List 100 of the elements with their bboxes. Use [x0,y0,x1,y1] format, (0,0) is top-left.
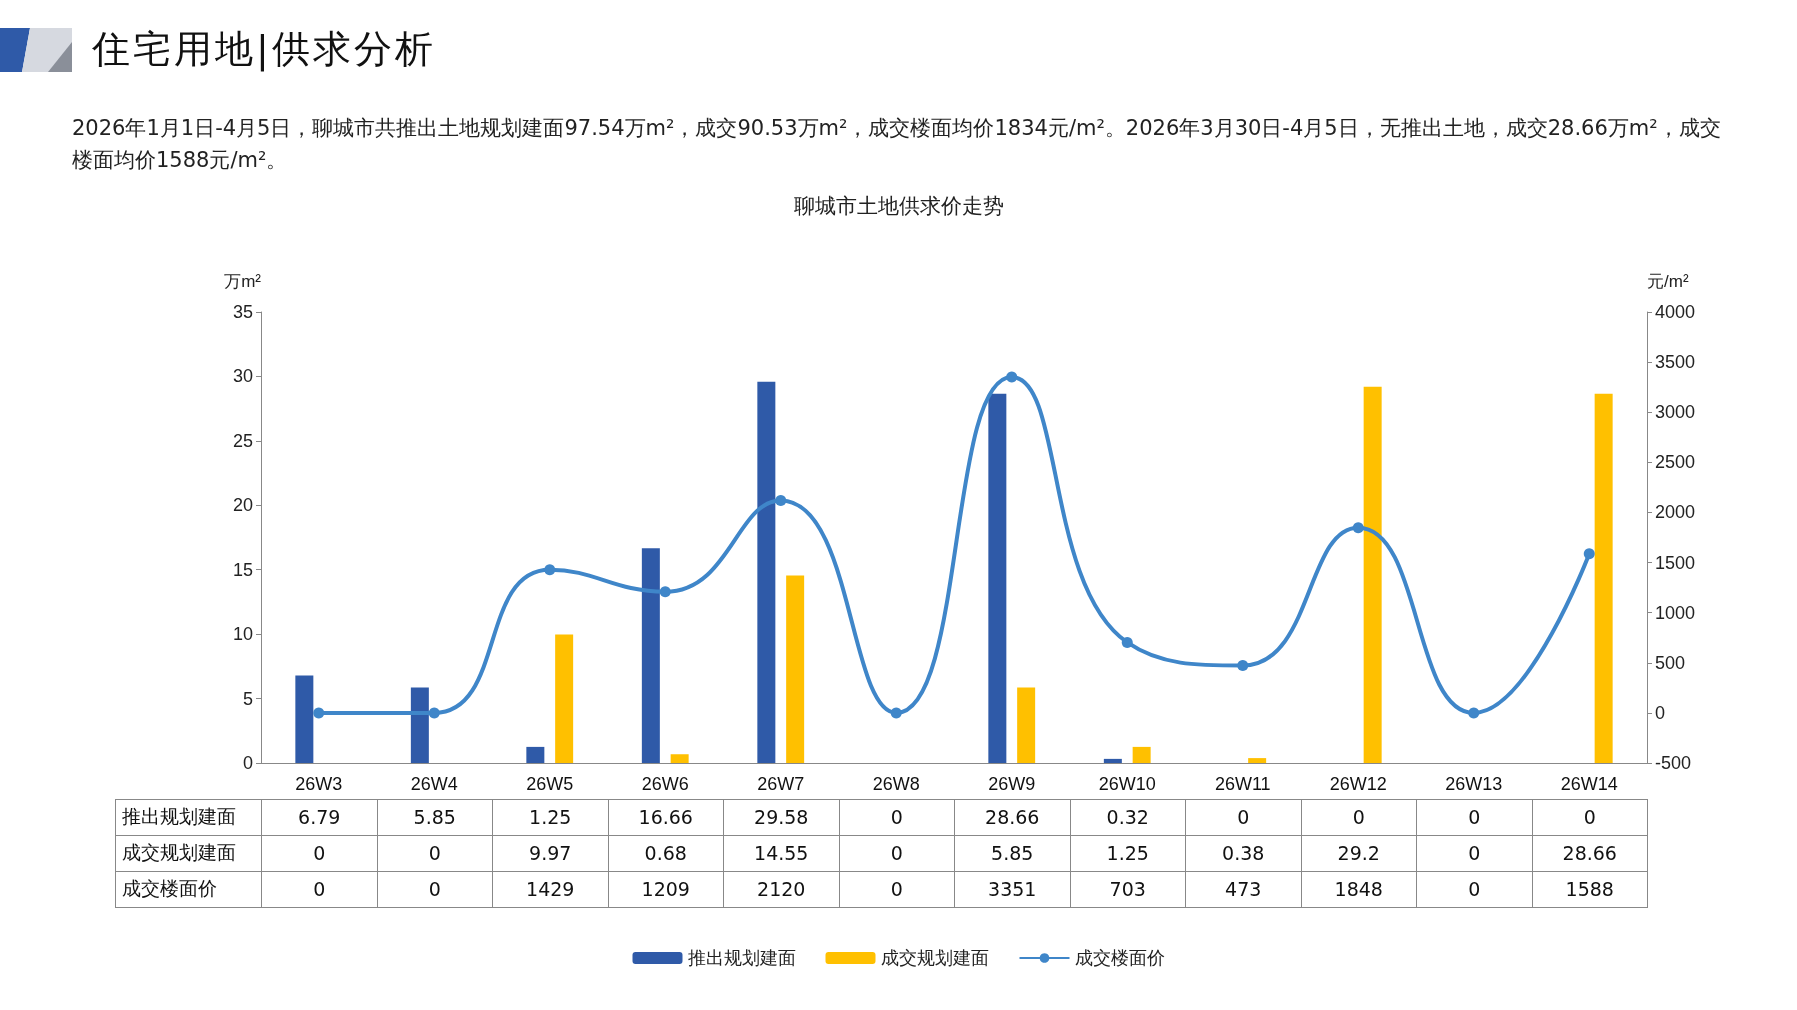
point [1583,548,1595,560]
x-tick-label: 26W7 [757,774,805,794]
y-tick-label: 15 [232,559,253,580]
bar [1103,758,1122,763]
point [544,564,556,576]
data-label: 14.55 [723,835,839,871]
bar [641,548,660,763]
text: 住宅用地|供求分析 [92,26,436,74]
data-label: 0.68 [608,835,724,871]
legend-label: 成交规划建面 [880,948,989,968]
y-tick-label: 35 [232,302,253,322]
data-label: 28.66 [954,799,1070,835]
x-tick-label: 26W6 [641,774,689,794]
y2-tick-label: 3000 [1655,402,1696,423]
legend-label: 成交楼面价 [1074,948,1165,968]
data-label: 1.25 [492,799,608,835]
data-label: 0 [377,871,493,907]
bar [1132,746,1151,763]
x-tick-label: 26W8 [872,774,920,794]
y-tick-label: 30 [232,366,253,387]
point [775,494,787,506]
data-label: 29.58 [723,799,839,835]
data-label: 0 [839,835,955,871]
data-label: 0 [839,799,955,835]
data-label: 29.2 [1301,835,1417,871]
data-label: 0 [1416,799,1532,835]
data-label: 1.25 [1070,835,1186,871]
data-label: 6.79 [261,799,377,835]
y2-tick-label: 2500 [1655,452,1696,473]
point [1237,659,1249,671]
data-label: 28.66 [1532,835,1648,871]
y2-tick-label: 3500 [1655,352,1696,373]
bar [1594,393,1613,763]
point [1352,522,1364,534]
bar [526,746,545,763]
bar [295,675,314,763]
x-tick-label: 26W4 [410,774,458,794]
y-axis-title: 万m² [224,272,262,291]
bar [1363,386,1382,763]
point [1006,371,1018,383]
chart-title: 聊城市土地供求价走势 [793,194,1004,217]
x-tick-label: 26W11 [1214,774,1271,794]
y-tick-label: 25 [232,430,253,451]
x-tick-label: 26W3 [295,774,343,794]
point [1121,636,1133,648]
point [659,586,671,598]
x-tick-label: 26W12 [1329,774,1387,794]
text: 2026年1月1日-4月5日，聊城市共推出土地规划建面97.54万m²，成交90.53万m²，成交楼面均价1834元/m²。2026年3月30日-4月5日，无推出土地，成交28.66万m²，成交楼面均价1588元/m²。 [72,115,1722,174]
bar [670,754,689,763]
y2-tick-label: 1500 [1655,552,1696,573]
y-tick-label: 20 [232,495,253,516]
data-label: 5.85 [954,835,1070,871]
y2-tick-label: 500 [1655,652,1686,673]
bar [988,393,1007,763]
data-label: 473 [1185,871,1301,907]
data-label: 1209 [608,871,724,907]
data-label: 9.97 [492,835,608,871]
point [428,707,440,719]
bar [757,381,776,763]
y2-tick-label: 0 [1655,702,1666,723]
data-label: 0 [839,871,955,907]
data-label: 0.38 [1185,835,1301,871]
data-label: 0.32 [1070,799,1186,835]
y2-tick-label: 2000 [1655,502,1696,523]
data-label: 703 [1070,871,1186,907]
y-tick-label: 10 [232,624,253,645]
bar [410,687,429,763]
bar [786,575,805,763]
y2-tick-label: 1000 [1655,602,1696,623]
data-label: 0 [1532,799,1648,835]
point [313,707,325,719]
x-tick-label: 26W10 [1098,774,1156,794]
data-label: 5.85 [377,799,493,835]
y-tick-label: 0 [242,753,253,773]
legend-label: 推出规划建面 [687,948,796,968]
data-label: 3351 [954,871,1070,907]
bar [1017,687,1036,763]
data-label: 0 [1416,871,1532,907]
text: 推出规划建面 [122,805,236,827]
data-label: 16.66 [608,799,724,835]
x-tick-label: 26W5 [526,774,574,794]
text: 成交楼面价 [122,877,217,899]
bar [555,634,574,763]
y2-tick-label: 4000 [1655,302,1696,322]
x-tick-label: 26W14 [1560,774,1618,794]
data-label: 1429 [492,871,608,907]
data-label: 1848 [1301,871,1417,907]
y2-axis-title: 元/m² [1647,272,1689,291]
data-label: 2120 [723,871,839,907]
x-tick-label: 26W13 [1445,774,1503,794]
data-label: 0 [1416,835,1532,871]
y2-tick-label: -500 [1655,753,1692,773]
data-label: 0 [1301,799,1417,835]
x-tick-label: 26W9 [988,774,1036,794]
y-tick-label: 5 [242,688,253,709]
bar [1248,758,1267,763]
point [890,707,902,719]
data-label: 1588 [1532,871,1648,907]
data-label: 0 [1185,799,1301,835]
text: 成交规划建面 [122,841,236,863]
